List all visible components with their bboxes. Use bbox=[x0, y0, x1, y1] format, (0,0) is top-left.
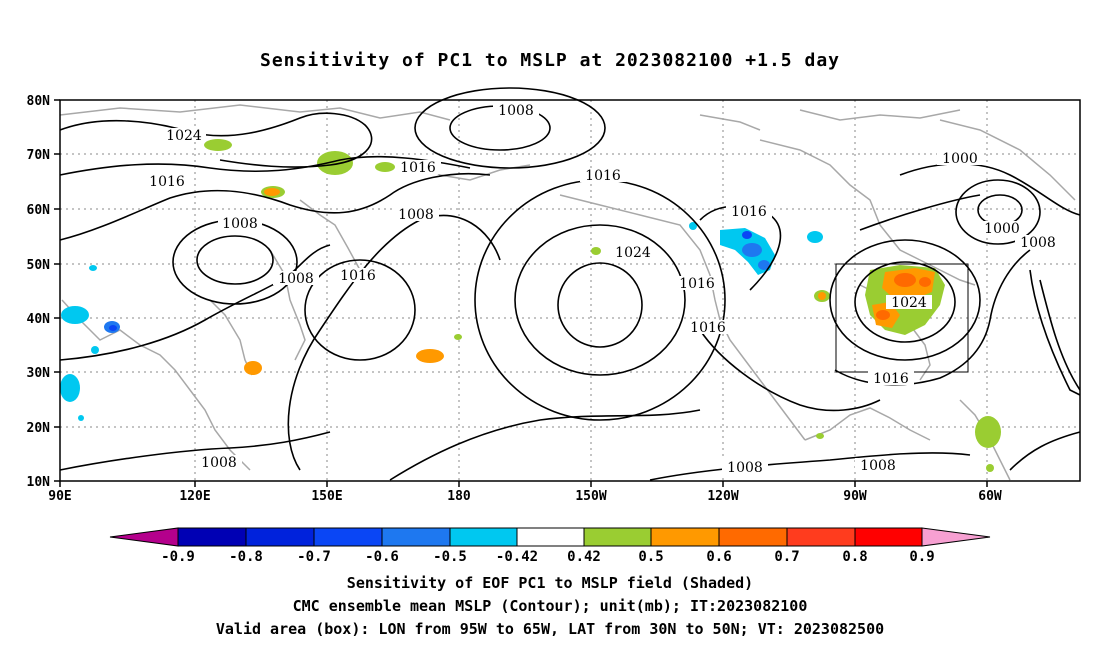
contour-label: 1008 bbox=[222, 216, 258, 232]
colorbar bbox=[109, 527, 991, 547]
lon-tick-label: 120W bbox=[707, 489, 738, 504]
colorbar-low-triangle bbox=[109, 527, 179, 547]
colorbar-label: 0.9 bbox=[909, 549, 934, 565]
lat-tick-label: 40N bbox=[27, 312, 51, 327]
contour-label: 1008 bbox=[860, 458, 896, 474]
contour-label: 1016 bbox=[690, 320, 726, 336]
lat-tick-labels: 80N 70N 60N 50N 40N 30N 20N 10N bbox=[27, 94, 51, 490]
lat-axis bbox=[54, 99, 60, 482]
contour-label: 1024 bbox=[891, 295, 927, 311]
colorbar-labels: -0.9 -0.8 -0.7 -0.6 -0.5 -0.42 0.42 0.5 … bbox=[161, 549, 935, 565]
caption-line-2: CMC ensemble mean MSLP (Contour); unit(m… bbox=[292, 597, 808, 615]
colorbar-label: 0.42 bbox=[567, 549, 601, 565]
lat-tick-label: 30N bbox=[27, 366, 51, 381]
lat-tick-label: 80N bbox=[27, 94, 51, 109]
lat-tick-label: 10N bbox=[27, 475, 51, 490]
colorbar-swatch bbox=[449, 527, 518, 547]
contour-label: 1008 bbox=[727, 460, 763, 476]
colorbar-swatch bbox=[650, 527, 720, 547]
contour-label: 1016 bbox=[400, 160, 436, 176]
contour-label: 1016 bbox=[149, 174, 185, 190]
plot-frame bbox=[59, 99, 1081, 482]
lon-axis bbox=[59, 481, 988, 487]
contour-label: 1016 bbox=[585, 168, 621, 184]
colorbar-label: -0.5 bbox=[433, 549, 467, 565]
lon-tick-label: 90W bbox=[843, 489, 867, 504]
colorbar-swatch bbox=[381, 527, 451, 547]
contour-label: 1024 bbox=[615, 245, 651, 261]
contour-label: 1000 bbox=[942, 151, 978, 167]
colorbar-label: 0.5 bbox=[638, 549, 663, 565]
grid-lines bbox=[60, 100, 1080, 481]
colorbar-label: 0.8 bbox=[842, 549, 867, 565]
lon-tick-label: 120E bbox=[179, 489, 210, 504]
colorbar-label: -0.9 bbox=[161, 549, 195, 565]
contour-label: 1008 bbox=[498, 103, 534, 119]
contour-label: 1008 bbox=[1020, 235, 1056, 251]
colorbar-swatch bbox=[854, 527, 923, 547]
caption-line-3: Valid area (box): LON from 95W to 65W, L… bbox=[215, 620, 885, 638]
mslp-contours bbox=[59, 87, 1081, 481]
colorbar-label: -0.8 bbox=[229, 549, 263, 565]
contour-label: 1016 bbox=[679, 276, 715, 292]
colorbar-high-triangle bbox=[921, 527, 991, 547]
map-title: Sensitivity of PC1 to MSLP at 2023082100… bbox=[259, 50, 840, 71]
lon-tick-labels: 90E 120E 150E 180 150W 120W 90W 60W bbox=[48, 489, 1002, 504]
colorbar-swatch bbox=[313, 527, 383, 547]
colorbar-swatch bbox=[583, 527, 652, 547]
contour-label: 1008 bbox=[398, 207, 434, 223]
colorbar-label: -0.6 bbox=[365, 549, 399, 565]
contour-label: 1016 bbox=[340, 268, 376, 284]
colorbar-label: 0.7 bbox=[774, 549, 799, 565]
lat-tick-label: 70N bbox=[27, 148, 51, 163]
colorbar-label: -0.42 bbox=[496, 549, 538, 565]
contour-label: 1008 bbox=[201, 455, 237, 471]
lon-tick-label: 150W bbox=[575, 489, 606, 504]
coastlines bbox=[59, 104, 1076, 481]
sensitivity-shading bbox=[60, 139, 1001, 472]
contour-label-group: 1024 1016 1008 1016 1008 1008 1016 1008 … bbox=[144, 103, 1061, 476]
colorbar-swatch bbox=[786, 527, 856, 547]
contour-label: 1008 bbox=[278, 271, 314, 287]
colorbar-swatch bbox=[718, 527, 788, 547]
colorbar-label: -0.7 bbox=[297, 549, 331, 565]
lat-tick-label: 60N bbox=[27, 203, 51, 218]
lat-tick-label: 50N bbox=[27, 258, 51, 273]
contour-label: 1024 bbox=[166, 128, 202, 144]
contour-label: 1016 bbox=[873, 371, 909, 387]
colorbar-label: 0.6 bbox=[706, 549, 731, 565]
lon-tick-label: 60W bbox=[978, 489, 1002, 504]
colorbar-swatch bbox=[516, 527, 585, 547]
lon-tick-label: 150E bbox=[311, 489, 342, 504]
contour-label: 1000 bbox=[984, 221, 1020, 237]
contour-label: 1016 bbox=[731, 204, 767, 220]
caption-line-1: Sensitivity of EOF PC1 to MSLP field (Sh… bbox=[346, 574, 754, 592]
colorbar-swatch bbox=[177, 527, 247, 547]
colorbar-swatch bbox=[245, 527, 315, 547]
lon-tick-label: 180 bbox=[447, 489, 471, 504]
lat-tick-label: 20N bbox=[27, 421, 51, 436]
lon-tick-label: 90E bbox=[48, 489, 71, 504]
